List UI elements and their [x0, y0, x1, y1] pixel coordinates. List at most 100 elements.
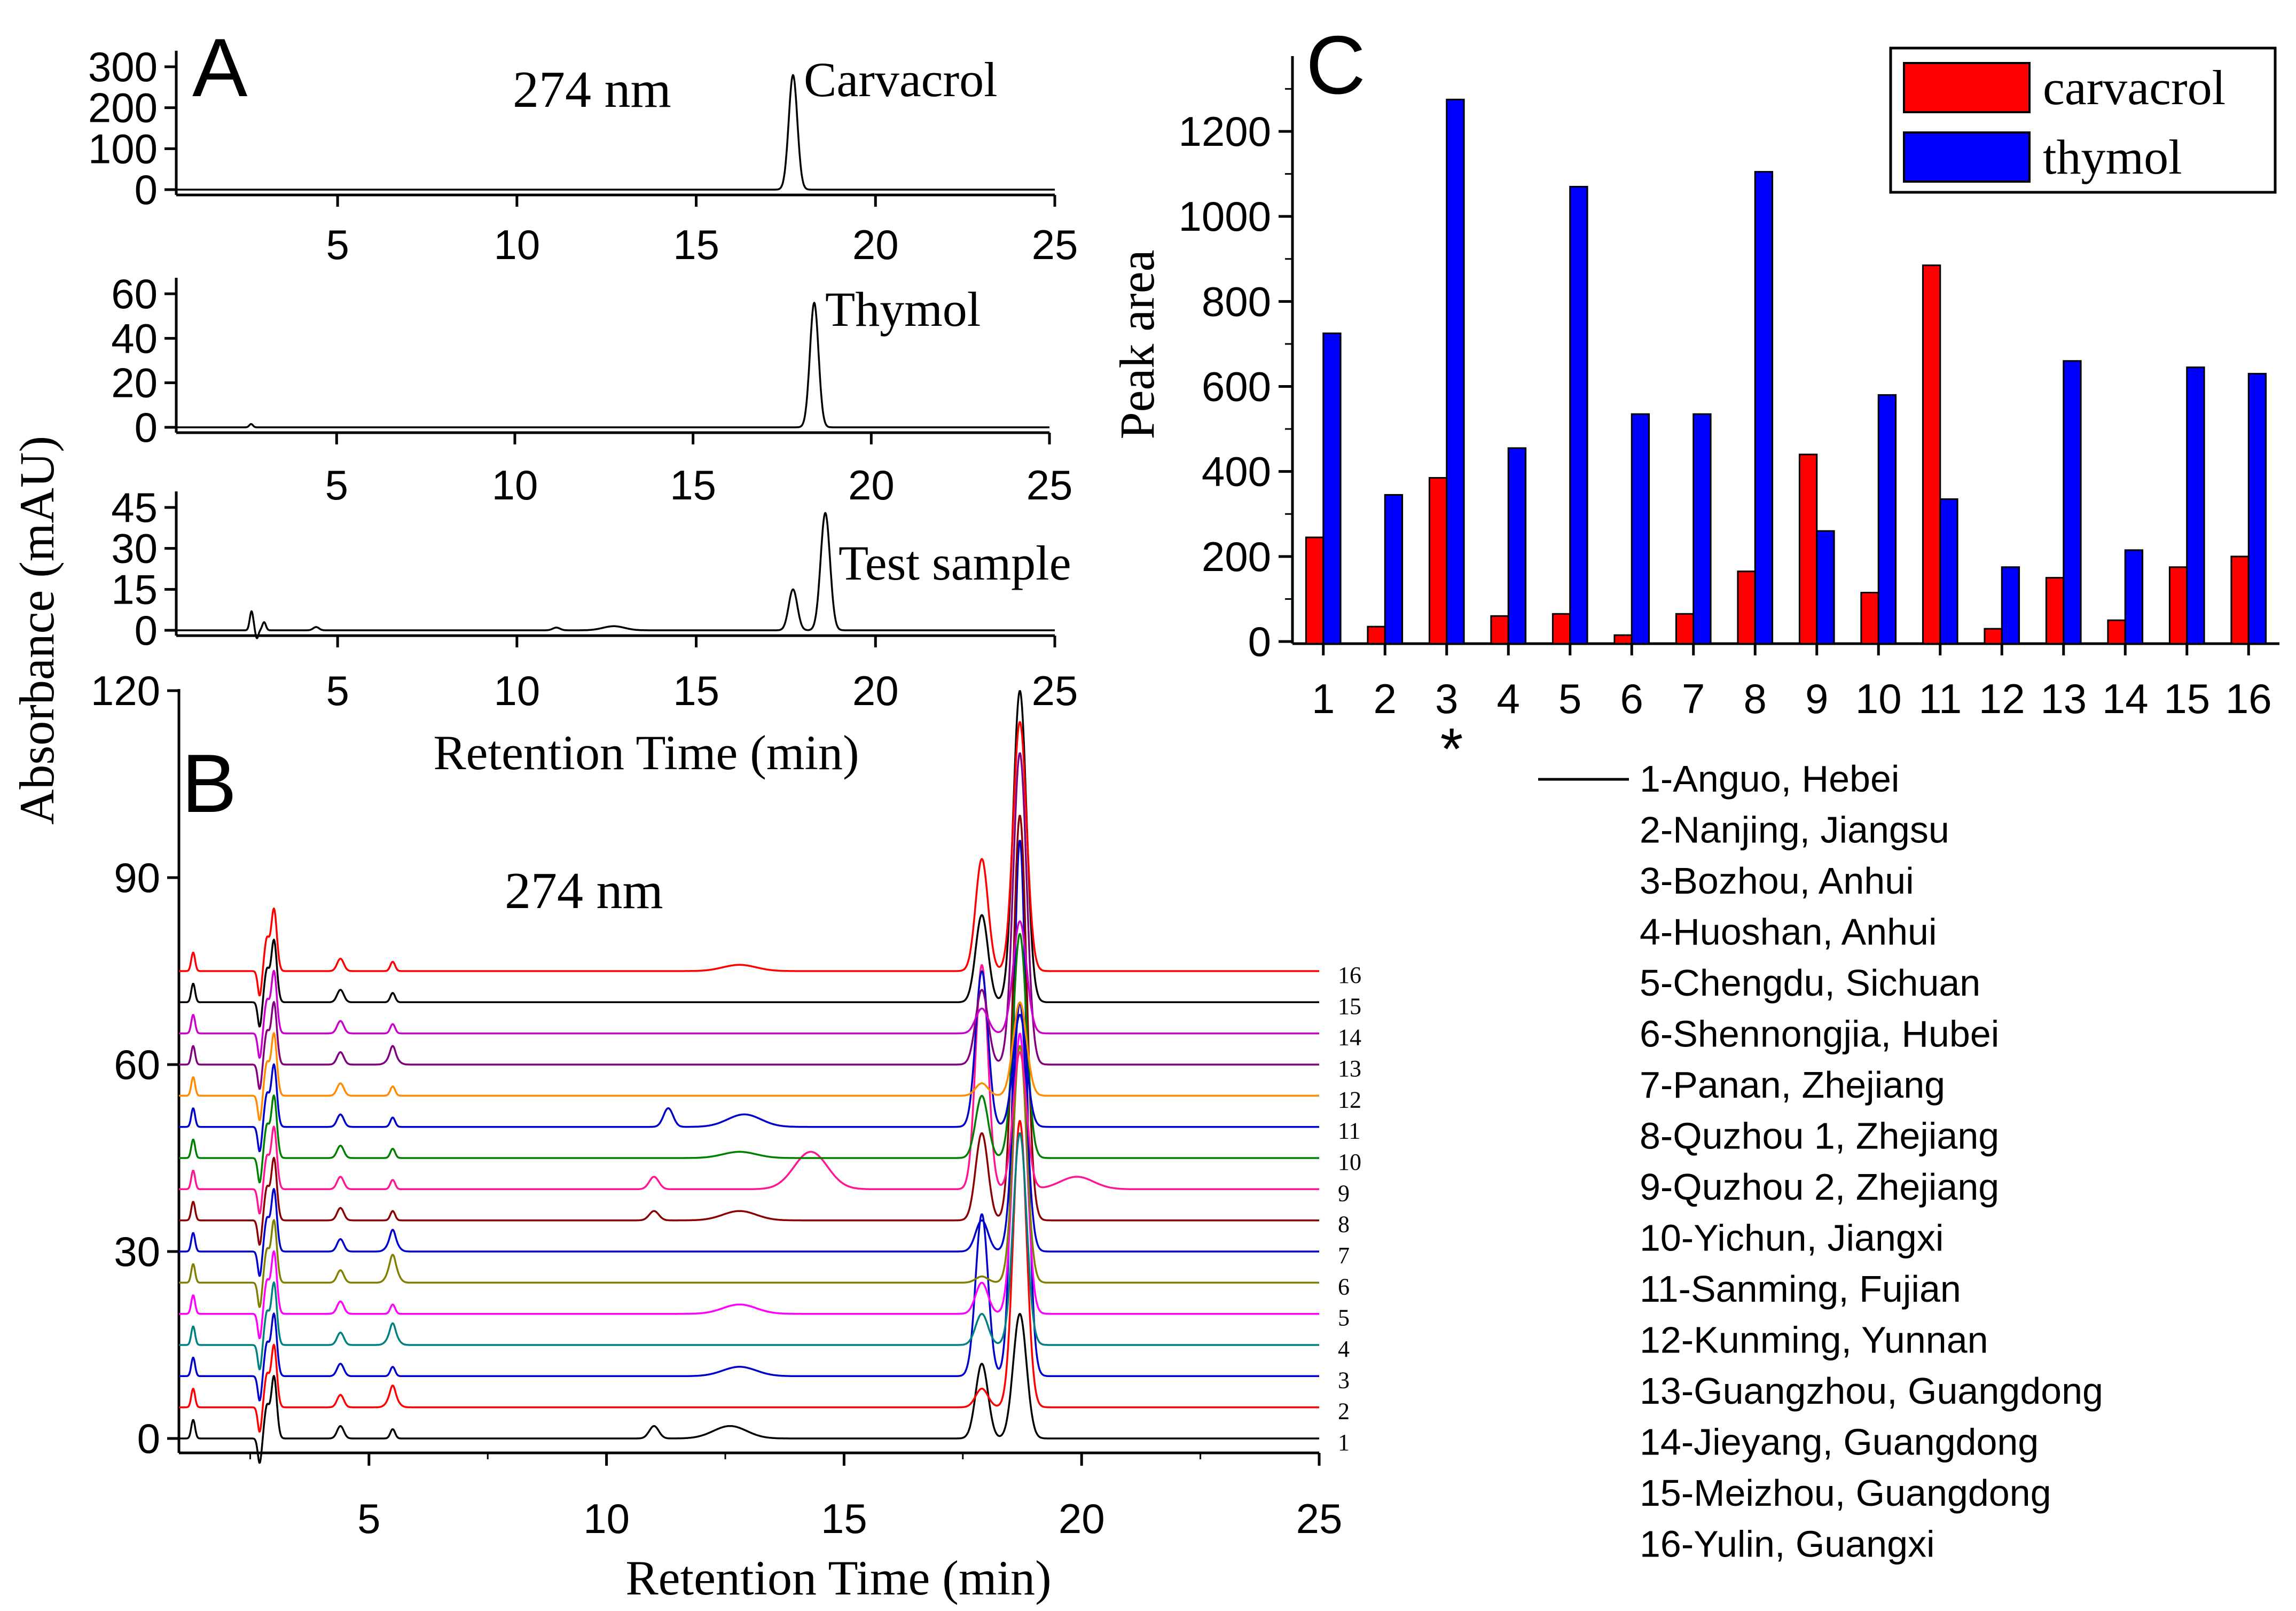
- test-sample-trace-label: Test sample: [839, 536, 1071, 590]
- y-axis-label-absorbance: Absorbance (mAU): [10, 436, 64, 825]
- bar-thymol-8: [1754, 171, 1774, 645]
- panel-b-trace-number-13: 13: [1338, 1055, 1361, 1082]
- panel-a1-y-tick-label: 300: [88, 43, 158, 90]
- bar-thymol-4: [1507, 447, 1527, 645]
- bar-thymol-6: [1631, 413, 1650, 645]
- location-legend-item: 15-Meizhou, Guangdong: [1640, 1472, 2051, 1514]
- panel-b-y-tick-label: 90: [114, 854, 160, 901]
- panel-c-y-tick-label: 1000: [1178, 193, 1271, 240]
- panel-b-x-axis-label: Retention Time (min): [625, 1551, 1051, 1605]
- panel-b-y-tick-label: 30: [114, 1228, 160, 1275]
- bar-thymol-16: [2247, 373, 2267, 645]
- panel-a2-x-tick-label: 5: [325, 462, 348, 509]
- location-legend-item: 3-Bozhou, Anhui: [1640, 860, 1914, 902]
- panel-a3-y-tick-label: 0: [135, 607, 158, 654]
- panel-c-x-tick-label: 12: [1979, 675, 2025, 722]
- panel-b-trace-6: [178, 1045, 1320, 1308]
- panel-c-x-tick-label: 8: [1744, 675, 1767, 722]
- panel-b-wavelength-label: 274 nm: [505, 862, 663, 920]
- bar-thymol-13: [2063, 360, 2082, 645]
- panel-a2-y-tick-label: 20: [111, 359, 158, 406]
- bar-thymol-14: [2124, 549, 2144, 645]
- panel-b-trace-number-5: 5: [1338, 1305, 1350, 1331]
- panel-b-trace-number-3: 3: [1338, 1367, 1350, 1393]
- panel-a2-y-tick-label: 40: [111, 315, 158, 362]
- panel-a1-x-tick-label: 10: [493, 221, 540, 268]
- panel-b-trace-7: [178, 1002, 1320, 1277]
- panel-c-x-tick-label: 4: [1497, 675, 1520, 722]
- panel-c-y-tick-label: 400: [1202, 448, 1271, 495]
- panel-a2-x-tick-label: 10: [492, 462, 538, 509]
- panel-b-trace-16: [178, 721, 1320, 997]
- panel-b-trace-9: [178, 964, 1320, 1215]
- panel-b-trace-number-4: 4: [1338, 1336, 1350, 1362]
- bar-carvacrol-11: [1922, 264, 1941, 645]
- bar-thymol-15: [2186, 366, 2205, 645]
- panel-a3-x-tick-label: 25: [1032, 667, 1078, 714]
- panel-label-b: B: [182, 737, 237, 830]
- panel-b-trace-1: [178, 1313, 1320, 1464]
- bar-carvacrol-14: [2107, 619, 2126, 645]
- panel-b-trace-number-6: 6: [1338, 1273, 1350, 1300]
- panel-b-trace-13: [178, 752, 1320, 1090]
- bar-thymol-3: [1446, 98, 1465, 645]
- location-legend-item: 10-Yichun, Jiangxi: [1640, 1217, 1944, 1259]
- bar-chart-legend: carvacrol thymol: [1889, 46, 2277, 194]
- bar-carvacrol-3: [1428, 477, 1448, 645]
- bar-carvacrol-2: [1367, 625, 1386, 645]
- panel-b-x-tick-label: 10: [583, 1495, 630, 1542]
- asterisk-marker: *: [1440, 716, 1463, 782]
- panel-b-x-tick-label: 20: [1059, 1495, 1105, 1542]
- panel-b-trace-number-12: 12: [1338, 1086, 1361, 1113]
- panel-c-x-tick-label: 11: [1918, 675, 1962, 722]
- location-legend-item: 7-Panan, Zhejiang: [1640, 1064, 1945, 1106]
- bar-carvacrol-9: [1798, 453, 1818, 645]
- panel-a-x-axis-label: Retention Time (min): [433, 725, 859, 780]
- location-legend-item: 4-Huoshan, Anhui: [1640, 911, 1937, 953]
- panel-a1-x-tick-label: 20: [852, 221, 899, 268]
- location-legend-item: 2-Nanjing, Jiangsu: [1640, 809, 1949, 851]
- panel-label-a: A: [192, 21, 248, 114]
- bar-carvacrol-8: [1737, 570, 1756, 645]
- panel-c-x-tick-label: 15: [2164, 675, 2210, 722]
- panel-a3-y-tick-label: 45: [111, 484, 158, 531]
- bar-carvacrol-1: [1305, 536, 1325, 645]
- bar-thymol-7: [1692, 413, 1712, 645]
- bar-carvacrol-7: [1675, 613, 1695, 645]
- location-legend: 1-Anguo, Hebei 2-Nanjing, Jiangsu 3-Bozhou…: [1538, 758, 2103, 1565]
- panel-c-x-tick-label: 6: [1620, 675, 1643, 722]
- location-legend-item: 16-Yulin, Guangxi: [1640, 1523, 1935, 1565]
- panel-c-y-tick-label: 200: [1202, 533, 1271, 580]
- panel-a1-y-tick-label: 100: [88, 125, 158, 172]
- location-legend-item: 6-Shennongjia, Hubei: [1640, 1013, 1999, 1055]
- panel-b-trace-number-8: 8: [1338, 1211, 1350, 1238]
- bar-thymol-10: [1877, 394, 1897, 645]
- legend-label-thymol: thymol: [2043, 130, 2182, 184]
- panel-b-trace-12: [178, 1001, 1320, 1121]
- location-legend-item: 12-Kunming, Yunnan: [1640, 1319, 1988, 1361]
- bar-carvacrol-12: [1984, 628, 2003, 645]
- location-legend-item: 13-Guangzhou, Guangdong: [1640, 1370, 2103, 1412]
- location-legend-item: 14-Jieyang, Guangdong: [1640, 1421, 2039, 1463]
- legend-swatch-thymol: [1903, 131, 2031, 183]
- panel-c-y-tick-label: 600: [1202, 363, 1271, 410]
- panel-b-trace-number-15: 15: [1338, 993, 1361, 1019]
- panel-b-trace-3: [178, 840, 1320, 1402]
- carvacrol-trace-label: Carvacrol: [804, 52, 998, 107]
- bar-thymol-12: [2001, 566, 2020, 645]
- location-legend-item: 1-Anguo, Hebei: [1640, 758, 1899, 800]
- panel-a1-y-tick-label: 200: [88, 84, 158, 131]
- panel-label-c: C: [1306, 19, 1366, 111]
- panel-b-y-tick-label: 60: [114, 1041, 160, 1088]
- panel-c-x-tick-label: 13: [2040, 675, 2087, 722]
- panel-c-x-tick-label: 7: [1682, 675, 1705, 722]
- panel-c-x-tick-label: 3: [1435, 675, 1458, 722]
- bar-carvacrol-15: [2168, 566, 2188, 645]
- panel-b-trace-8: [178, 815, 1320, 1246]
- bar-thymol-11: [1939, 498, 1958, 645]
- bar-thymol-5: [1569, 185, 1588, 645]
